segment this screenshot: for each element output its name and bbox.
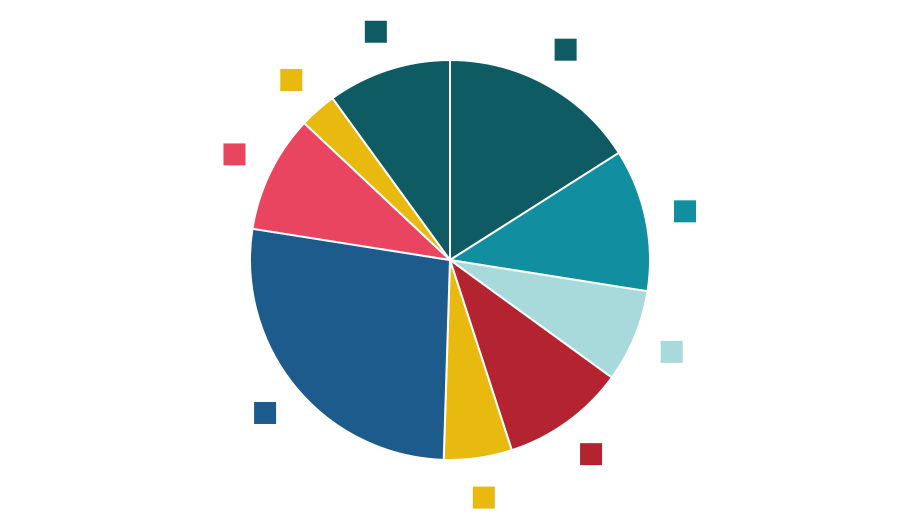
legend-marker-gold — [473, 487, 495, 509]
legend-marker-teal-top — [365, 21, 387, 43]
pie-slice-steel-blue — [250, 229, 450, 460]
legend-marker-steel-blue — [254, 402, 276, 424]
pie-chart — [0, 0, 900, 520]
legend-marker-yellow — [280, 69, 302, 91]
legend-marker-teal — [674, 200, 696, 222]
legend-marker-coral — [223, 143, 245, 165]
legend-marker-teal-dark — [555, 39, 577, 61]
legend-marker-crimson — [580, 443, 602, 465]
legend-marker-teal-light — [661, 341, 683, 363]
